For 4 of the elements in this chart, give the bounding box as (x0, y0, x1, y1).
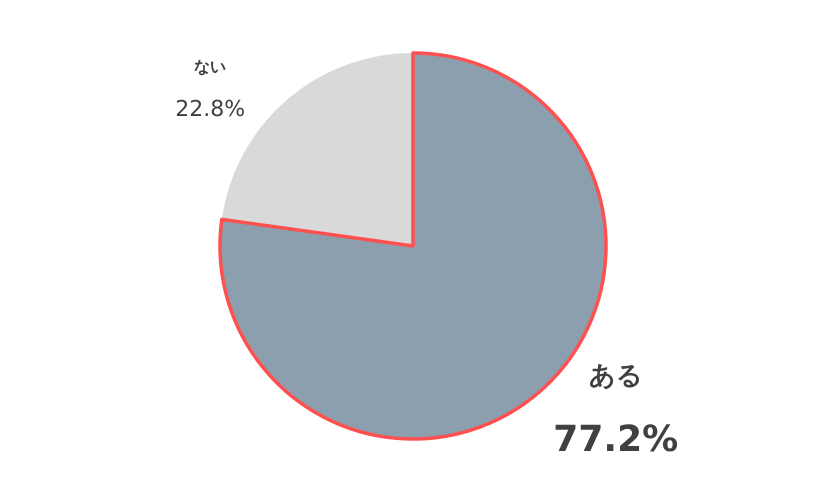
slice-label: ない (194, 56, 226, 76)
slice-label: ある (588, 361, 643, 392)
data-label: 22.8% (175, 96, 246, 122)
data-label: 77.2% (553, 419, 678, 460)
